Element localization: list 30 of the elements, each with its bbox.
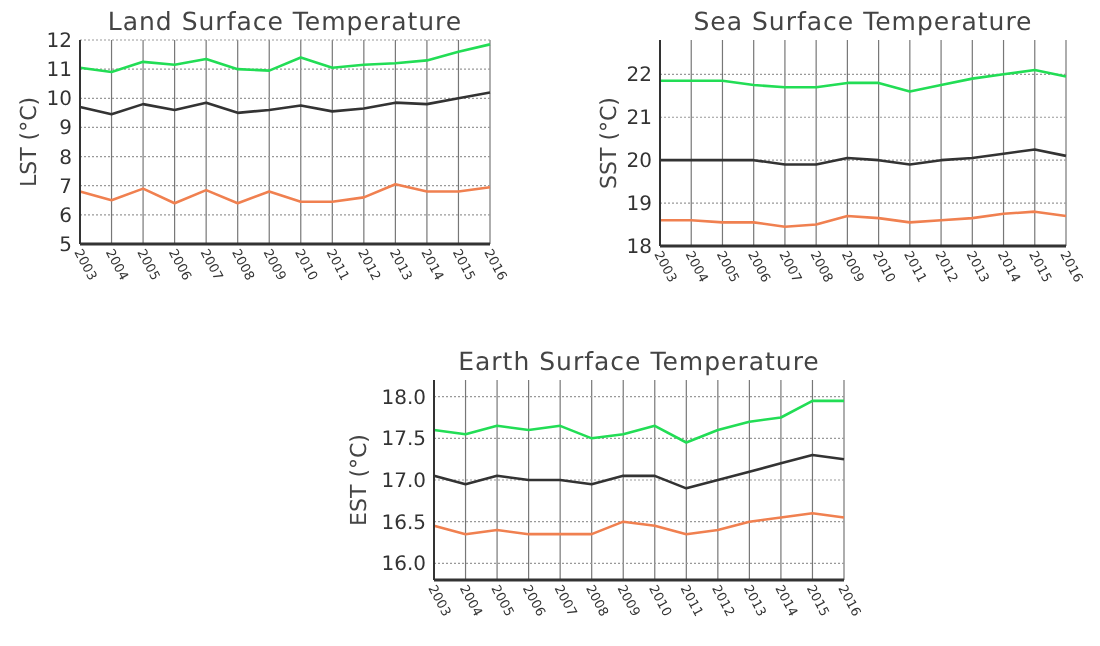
line-series [432, 512, 846, 536]
y-axis-title: SST (°C) [596, 97, 622, 189]
line-series [658, 210, 1068, 228]
y-tick-label: 11 [46, 60, 72, 83]
y-tick-label: 21 [626, 108, 652, 131]
y-tick-label: 19 [626, 194, 652, 217]
line-series [432, 399, 846, 444]
y-tick-label: 6 [59, 205, 72, 228]
line-series [78, 43, 492, 74]
chart-title: Earth Surface Temperature [458, 346, 820, 376]
y-tick-label: 18 [626, 237, 652, 259]
y-tick-label: 5 [59, 235, 72, 257]
y-tick-label: 17.5 [381, 429, 426, 452]
y-axis-title: EST (°C) [346, 434, 372, 526]
y-axis-title: LST (°C) [16, 96, 42, 188]
chart-title: Sea Surface Temperature [693, 6, 1033, 36]
y-tick-label: 17.0 [381, 471, 426, 493]
y-tick-label: 9 [59, 118, 72, 141]
y-tick-label: 20 [626, 151, 652, 174]
line-series [658, 68, 1068, 93]
y-tick-label: 16.0 [381, 554, 426, 577]
y-tick-label: 10 [46, 89, 72, 112]
chart-title: Land Surface Temperature [107, 6, 463, 36]
y-tick-label: 18.0 [381, 387, 426, 410]
y-tick-label: 22 [626, 65, 652, 88]
line-series [78, 182, 492, 205]
y-tick-label: 8 [59, 147, 72, 170]
y-tick-label: 7 [59, 176, 72, 199]
y-tick-label: 12 [46, 31, 72, 53]
y-tick-label: 16.5 [381, 512, 426, 535]
